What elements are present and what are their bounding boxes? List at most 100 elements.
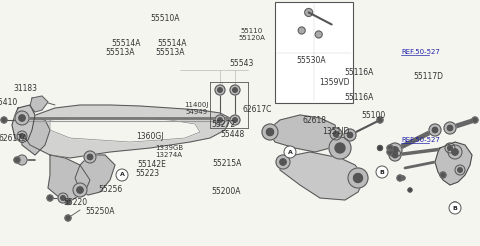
Circle shape <box>230 85 240 95</box>
Text: REF.50-527: REF.50-527 <box>401 137 440 143</box>
Text: 55220: 55220 <box>64 199 88 207</box>
Circle shape <box>87 154 93 160</box>
Text: 55100: 55100 <box>361 111 385 120</box>
Circle shape <box>215 85 225 95</box>
Circle shape <box>298 27 305 34</box>
Text: 55110
55120A: 55110 55120A <box>238 28 265 41</box>
Circle shape <box>401 176 405 180</box>
Circle shape <box>61 196 65 200</box>
Circle shape <box>445 143 455 153</box>
Circle shape <box>440 172 446 178</box>
Circle shape <box>335 143 345 153</box>
Circle shape <box>77 187 83 193</box>
Circle shape <box>14 157 20 163</box>
Text: 62617A: 62617A <box>0 135 28 143</box>
Circle shape <box>376 166 388 178</box>
Text: 55510A: 55510A <box>151 14 180 23</box>
Circle shape <box>377 145 383 151</box>
Text: A: A <box>288 150 292 154</box>
Text: 1359VD: 1359VD <box>319 78 349 87</box>
Circle shape <box>330 128 342 140</box>
Circle shape <box>284 146 296 158</box>
Circle shape <box>389 149 401 161</box>
Text: 1339GB
13274A: 1339GB 13274A <box>155 145 183 158</box>
Text: B: B <box>453 205 457 211</box>
Text: 55200A: 55200A <box>212 187 241 196</box>
Text: A: A <box>120 172 124 178</box>
Circle shape <box>392 147 398 153</box>
Circle shape <box>388 143 402 157</box>
Text: 55514A: 55514A <box>157 39 187 47</box>
Circle shape <box>19 115 25 121</box>
Text: 31183: 31183 <box>13 84 37 93</box>
Polygon shape <box>280 152 365 200</box>
Circle shape <box>215 115 225 125</box>
Circle shape <box>377 117 383 123</box>
Circle shape <box>73 183 87 197</box>
Circle shape <box>47 195 53 201</box>
Text: 62617C: 62617C <box>242 105 272 114</box>
Circle shape <box>455 165 465 175</box>
Circle shape <box>276 155 290 169</box>
Text: 55256: 55256 <box>98 185 123 194</box>
Text: 55117D: 55117D <box>414 72 444 81</box>
Text: 11400J
54949: 11400J 54949 <box>184 102 209 115</box>
Circle shape <box>452 202 458 208</box>
Text: 55530A: 55530A <box>296 56 326 65</box>
Text: 55543: 55543 <box>229 60 253 68</box>
Circle shape <box>65 215 71 221</box>
Circle shape <box>1 117 7 123</box>
Circle shape <box>348 168 368 188</box>
Circle shape <box>353 173 362 183</box>
Text: REF.50-527: REF.50-527 <box>401 49 440 55</box>
Text: 55116A: 55116A <box>345 68 374 77</box>
Circle shape <box>329 137 351 159</box>
Circle shape <box>348 132 353 138</box>
Circle shape <box>397 175 403 181</box>
Circle shape <box>449 202 461 214</box>
Polygon shape <box>12 105 35 143</box>
Circle shape <box>262 124 278 140</box>
Circle shape <box>452 149 458 155</box>
Circle shape <box>233 88 237 92</box>
Circle shape <box>218 118 222 122</box>
Text: 55116A: 55116A <box>345 93 374 102</box>
Circle shape <box>472 117 478 123</box>
Text: 62618: 62618 <box>303 116 327 125</box>
Circle shape <box>233 118 237 122</box>
Circle shape <box>429 124 441 136</box>
Text: B: B <box>380 169 384 174</box>
Text: 55223: 55223 <box>135 169 159 178</box>
Circle shape <box>333 131 339 137</box>
Polygon shape <box>48 155 90 200</box>
Circle shape <box>15 111 29 125</box>
Text: 1351JD: 1351JD <box>323 127 350 136</box>
Circle shape <box>280 159 286 165</box>
Circle shape <box>266 128 274 136</box>
Circle shape <box>17 131 27 141</box>
Text: 55513A: 55513A <box>156 48 185 57</box>
Circle shape <box>387 149 393 155</box>
Polygon shape <box>435 142 472 185</box>
Text: 55448: 55448 <box>220 130 245 138</box>
Circle shape <box>344 129 356 141</box>
Circle shape <box>218 88 222 92</box>
Circle shape <box>387 145 393 151</box>
Polygon shape <box>268 115 338 152</box>
Circle shape <box>17 155 27 165</box>
Circle shape <box>329 21 335 28</box>
Circle shape <box>447 125 453 131</box>
Text: 55142E: 55142E <box>138 160 167 169</box>
Circle shape <box>305 8 312 16</box>
Polygon shape <box>75 155 115 195</box>
Circle shape <box>65 200 71 204</box>
Text: 55410: 55410 <box>0 98 17 107</box>
Circle shape <box>448 146 452 150</box>
Text: 55514A: 55514A <box>111 39 141 47</box>
Circle shape <box>448 145 462 159</box>
Circle shape <box>458 168 462 172</box>
Circle shape <box>116 169 128 181</box>
Circle shape <box>392 152 398 158</box>
Text: 55272: 55272 <box>211 120 235 129</box>
Circle shape <box>58 193 68 203</box>
